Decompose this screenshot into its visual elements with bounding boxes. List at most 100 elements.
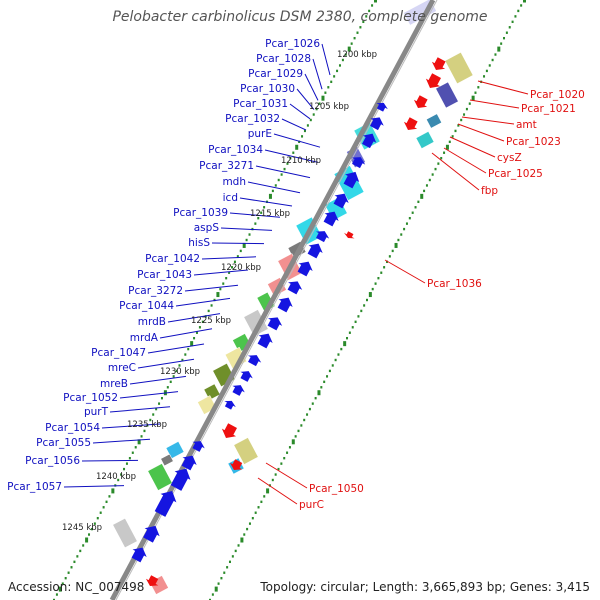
tick-dot [231,266,234,269]
leader-line [239,197,293,207]
gene-arrow [376,102,388,112]
tick-dot [280,462,283,465]
tick-dot [190,341,194,347]
leader-line [477,80,529,95]
tick-dot [131,451,134,454]
tick-dot [286,162,289,165]
tick-dot [257,216,260,220]
leader-line [457,123,505,142]
tick-dot [425,184,428,187]
tick-dot [340,347,343,351]
gene-label-forward: Pcar_1047 [91,347,146,359]
tick-dot [428,178,431,182]
tick-dot [298,140,301,144]
leader-line [129,375,187,385]
tick-dot [411,211,414,214]
leader-line [469,99,520,109]
gene-label-forward: Pcar_1031 [233,98,288,110]
tick-dot [491,58,494,62]
gene-label-forward: aspS [194,222,220,234]
tick-dot [366,298,368,302]
gene-arrow [287,281,303,295]
leader-line [449,136,496,158]
tick-dot [321,95,325,101]
gene-label-reverse: Pcar_1020 [530,89,585,101]
tick-dot [460,118,463,122]
tick-dot [448,140,451,144]
tick-dot [331,364,334,367]
gene-arrow [229,459,243,470]
tick-dot [233,260,236,264]
tick-dot [102,506,105,509]
tick-dot [108,495,111,498]
tick-dot [184,353,187,356]
tick-dot [169,380,172,384]
leader-line [255,165,311,179]
leader-line [321,43,331,76]
tick-dot [201,320,204,324]
tick-dot [187,347,190,351]
tick-dot [341,58,344,62]
feature-block [233,437,259,465]
gene-label-forward: Pcar_1044 [119,300,174,312]
tick-dot [55,593,58,596]
tick-dot [271,478,274,482]
tick-dot [225,276,228,280]
kbp-label: 1240 kbp [96,472,136,482]
tick-dot [334,358,337,362]
leader-line [281,118,307,131]
tick-dot [93,522,96,525]
feature-block [415,131,435,149]
tick-dot [337,353,340,356]
leader-line [312,58,323,90]
kbp-labels: 1200 kbp 1205 kbp 1210 kbp 1215 kbp 1220 kbp… [62,50,377,533]
tick-dot [477,86,480,89]
tick-dot [338,64,341,67]
feature-block [112,517,138,549]
feature-block [203,383,221,401]
tick-dot [431,173,434,176]
kbp-label: 1230 kbp [160,367,200,377]
tick-dot [397,238,400,242]
tick-dot [474,91,477,94]
leader-line [92,438,151,444]
gene-arrow [145,575,159,586]
tick-dot [248,522,251,525]
gene-label-forward: Pcar_1034 [208,144,263,156]
tick-dot [374,282,377,285]
tick-dot [437,162,440,165]
tick-dot [58,586,62,592]
tick-dot [53,598,55,600]
gene-arrow [154,491,177,517]
tick-dot [209,598,211,600]
tick-dot [82,544,85,547]
tick-dot [193,336,196,340]
tick-dot [260,211,263,214]
tick-dot [283,167,286,171]
gene-label-forward: Pcar_1039 [173,207,228,219]
tick-dot [246,527,249,531]
gene-label-forward: purE [248,128,272,140]
gene-arrow [267,317,283,331]
tick-dot [117,478,120,482]
tick-dot [350,42,353,45]
gene-arrow [221,423,237,438]
tick-dot [207,309,210,313]
tick-dot [254,222,257,225]
gene-arrow [333,193,349,209]
tick-dot [508,26,511,29]
tick-dot [257,506,260,509]
tick-dot [143,429,146,433]
gene-arrow [351,157,366,169]
tick-dot [181,358,184,362]
tick-dot [297,429,300,433]
gene-label-forward: Pcar_1029 [248,68,303,80]
gene-label-reverse: Pcar_1025 [488,168,543,180]
tick-dot [359,26,362,29]
tick-dot [67,571,70,574]
gene-arrow [431,57,446,70]
tick-dot [211,593,214,596]
leader-line [461,116,515,125]
tick-dot [405,222,408,225]
gene-label-forward: Pcar_1057 [7,481,62,493]
